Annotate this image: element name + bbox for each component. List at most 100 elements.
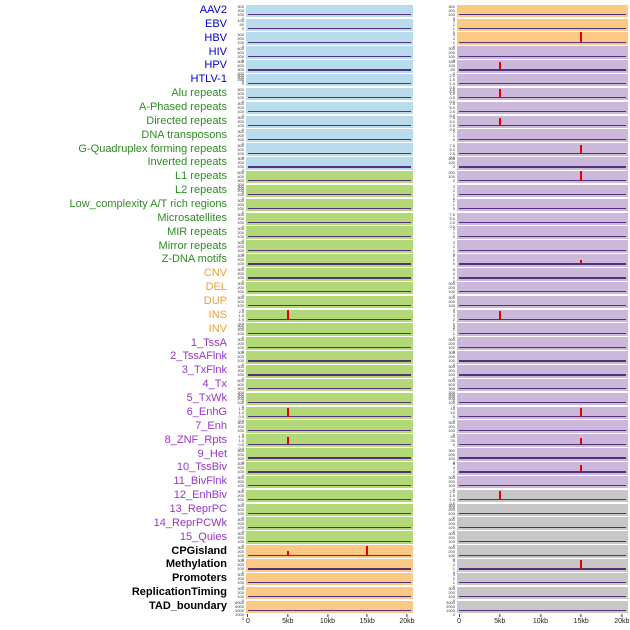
row-label: 9_Het (197, 447, 227, 460)
right-track-panel (457, 475, 628, 489)
signal-baseline (459, 332, 626, 334)
left-y-axis-ticks: 300 200 100 0 (230, 267, 246, 284)
track-rows-container: AAV2 300 200 100 0 300 200 100 0 EBV 100 50 0 3 2 1 0 HBV… (0, 4, 630, 620)
y-tick-label: 3 (452, 31, 455, 37)
left-track-panel (246, 4, 413, 18)
signal-peak (580, 559, 583, 570)
row-label: HPV (204, 59, 227, 72)
y-tick-label: 0 (241, 81, 244, 87)
right-track-panel (457, 378, 628, 392)
y-tick-label: 300 (237, 392, 244, 398)
y-tick-label: 600 (237, 45, 244, 51)
y-tick-label: 0 (452, 417, 455, 423)
y-tick-label: 0 (241, 501, 244, 507)
right-track-panel (457, 157, 628, 170)
y-tick-label: 300 (237, 530, 244, 536)
y-tick-label: 0.0 (449, 505, 455, 511)
y-tick-label: 200 (237, 340, 244, 346)
y-tick-label: 200 (237, 396, 244, 402)
y-tick-label: 100 (448, 483, 455, 489)
signal-baseline (459, 526, 626, 528)
track-row: Methylation 300 200 100 0 3 2 1 0 (0, 558, 630, 575)
row-label: 11_BivFlnk (173, 475, 227, 488)
right-y-axis-ticks: 300 200 100 0 (441, 392, 457, 409)
y-tick-label: 0 (452, 542, 455, 548)
left-track-panel (246, 365, 413, 378)
y-tick-label: 2 (452, 576, 455, 582)
signal-baseline (248, 332, 411, 334)
track-row: HIV 600 400 200 0 300 200 100 0 (0, 45, 630, 62)
left-y-axis-ticks: 2.0 1.5 1.0 0.5 0.0 (230, 309, 246, 329)
track-row: 4_Tx 500 400 300 200 100 0 500 400 300 200 100 0 (0, 378, 630, 403)
y-tick-label: 250 (237, 77, 244, 83)
x-tick-label: 5kb (494, 613, 505, 625)
y-tick-label: 200 (237, 576, 244, 582)
y-tick-label: 300 (448, 502, 455, 508)
y-tick-label: 200 (448, 368, 455, 374)
y-tick-label: 0 (452, 611, 455, 617)
right-track-panel (457, 600, 628, 614)
y-tick-label: 1 (452, 566, 455, 572)
left-track-panel (246, 281, 413, 295)
y-tick-label: 300 (237, 322, 244, 328)
row-label: 15_Quies (179, 530, 227, 543)
y-tick-label: 500 (237, 378, 244, 384)
left-y-axis-ticks: 300 200 100 0 (230, 503, 246, 519)
y-tick-label: 8000 (235, 599, 244, 605)
row-label: Inverted repeats (147, 156, 228, 169)
right-track-panel (457, 406, 628, 420)
left-track-panel (246, 240, 413, 253)
y-tick-label: 200 (237, 493, 244, 499)
left-track-panel (246, 462, 413, 475)
y-tick-label: 2 (452, 243, 455, 249)
y-tick-label: 200 (237, 229, 244, 235)
track-row: Mirror repeats 300 200 100 0 3 2 1 0 (0, 239, 630, 256)
signal-peak (580, 32, 583, 43)
y-tick-label: 0.0 (449, 99, 455, 105)
y-tick-label: 2 (452, 253, 455, 259)
y-tick-label: 0 (452, 164, 455, 170)
left-track-panel (246, 143, 413, 156)
y-tick-label: 100 (448, 289, 455, 295)
y-tick-label: 500 (237, 170, 244, 176)
y-tick-label: 0 (452, 16, 455, 21)
right-track-panel (457, 240, 628, 253)
left-y-axis-ticks: 300 200 100 0 (230, 448, 246, 464)
row-label: Mirror repeats (158, 239, 227, 252)
y-tick-label: 0 (241, 168, 244, 174)
y-tick-label: 0 (452, 324, 455, 330)
y-tick-label: 100 (237, 303, 244, 309)
y-tick-label: 300 (237, 184, 244, 190)
y-tick-label: 0 (452, 556, 455, 562)
y-tick-label: 3 (452, 572, 455, 578)
signal-baseline (459, 318, 626, 321)
y-tick-label: 200 (448, 396, 455, 402)
y-tick-label: 3 (452, 239, 455, 245)
track-row: 14_ReprPCWk 300 200 100 0 300 200 100 0 (0, 517, 630, 533)
right-track-panel (457, 517, 628, 530)
left-y-axis-ticks: 300 200 100 0 (230, 184, 246, 201)
y-tick-label: 4000 (235, 607, 244, 613)
signal-peak (580, 171, 583, 181)
y-tick-label: 150 (448, 59, 455, 65)
y-tick-label: 0 (452, 307, 455, 313)
y-tick-label: 300 (237, 586, 244, 592)
track-row: Directed repeats 300 200 100 0 7.5 5.0 2.5 0.0 (0, 115, 630, 131)
left-y-axis-ticks: 300 200 100 0 (230, 530, 246, 547)
signal-baseline (459, 13, 626, 16)
left-y-axis-ticks: 300 200 100 0 (230, 281, 246, 298)
y-tick-label: 1 (452, 330, 455, 336)
left-y-axis-ticks: 100 50 0 (230, 18, 246, 32)
signal-baseline (459, 305, 626, 307)
y-tick-label: 3 (452, 184, 455, 190)
y-tick-label: 1.5 (238, 405, 244, 411)
left-y-axis-ticks: 300 200 100 0 (230, 143, 246, 159)
y-tick-label: 1.0 (449, 497, 455, 503)
signal-baseline (248, 208, 411, 210)
signal-peak (286, 551, 289, 556)
signal-peak (580, 464, 583, 473)
y-tick-label: 200 (448, 49, 455, 55)
y-tick-label: 400 (237, 49, 244, 55)
